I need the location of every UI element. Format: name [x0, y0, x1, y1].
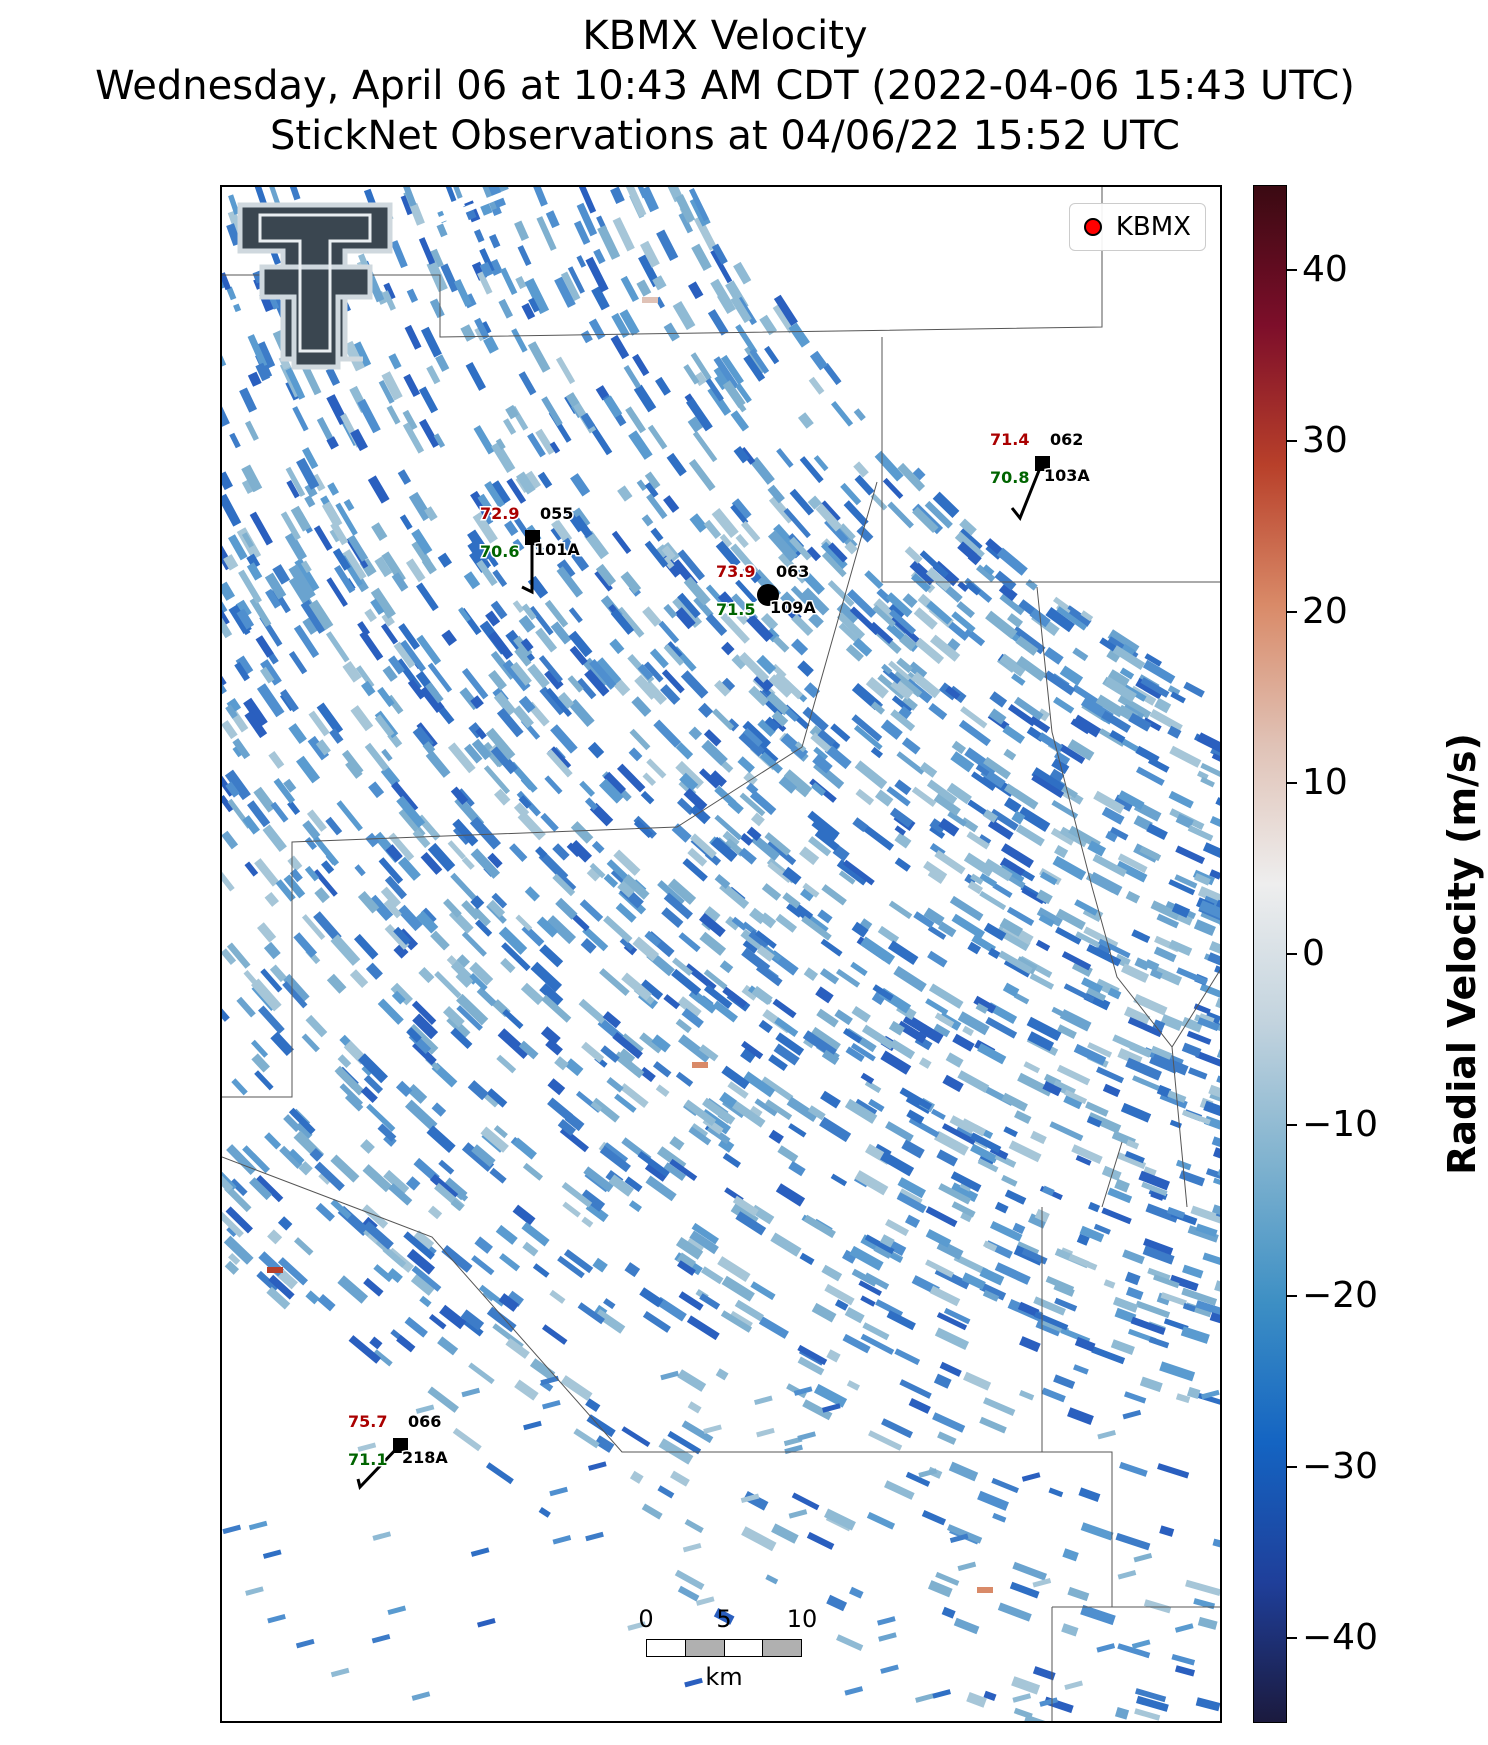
- station-marker-icon: [757, 584, 779, 606]
- title-line-2: Wednesday, April 06 at 10:43 AM CDT (202…: [95, 63, 1355, 109]
- map-legend: KBMX: [1068, 203, 1206, 251]
- scalebar-tick-5: 5: [716, 1605, 732, 1633]
- sticknet-stations: 72.9 055 70.6 101A 73.9 063 71.5 109A 71.4 062 70.…: [347, 429, 1092, 1491]
- station-number: 055: [540, 504, 573, 523]
- colorbar-tick-label: −20: [1302, 1274, 1378, 1316]
- colorbar-tick-label: −10: [1302, 1103, 1378, 1145]
- colorbar-tick-mark: [1287, 1123, 1297, 1126]
- station-marker-icon: [525, 530, 540, 545]
- colorbar-tick-mark: [1287, 953, 1297, 955]
- county-boundaries: [222, 187, 1220, 1721]
- station-number: 066: [408, 1412, 441, 1431]
- colorbar-tick-mark: [1287, 440, 1297, 443]
- scalebar-segments: [646, 1639, 802, 1657]
- colorbar-tick-mark: [1287, 1465, 1297, 1468]
- colorbar-tick-mark: [1287, 1294, 1297, 1297]
- scale-bar: 0 5 10 km: [638, 1605, 826, 1695]
- title-line-1: KBMX Velocity: [582, 13, 868, 59]
- radar-velocity-field: 72.9 055 70.6 101A 73.9 063 71.5 109A 71.4 062 70.…: [222, 187, 1220, 1721]
- station-temp: 71.4: [990, 430, 1029, 449]
- title-line-3: StickNet Observations at 04/06/22 15:52 …: [270, 113, 1180, 159]
- station-id: 101A: [534, 540, 580, 559]
- velocity-echoes: [222, 187, 1220, 1721]
- station-dewpoint: 71.1: [348, 1450, 387, 1469]
- colorbar-tick-mark: [1287, 269, 1297, 272]
- station-temp: 75.7: [348, 1412, 387, 1431]
- station-number: 062: [1050, 430, 1083, 449]
- wind-barb-icon: [521, 537, 534, 595]
- station-id: 218A: [402, 1448, 448, 1467]
- station-marker-icon: [393, 1438, 408, 1453]
- colorbar-tick-label: 40: [1302, 249, 1348, 291]
- radar-map[interactable]: 72.9 055 70.6 101A 73.9 063 71.5 109A 71.4 062 70.…: [220, 185, 1222, 1723]
- station-dewpoint: 71.5: [716, 600, 755, 619]
- station-marker-icon: [1035, 456, 1050, 471]
- station-number: 063: [776, 562, 809, 581]
- colorbar-tick-label: −30: [1302, 1445, 1378, 1487]
- scalebar-tick-10: 10: [786, 1605, 818, 1633]
- station-101A[interactable]: 72.9 055 70.6 101A: [479, 503, 582, 595]
- wind-barb-icon: [1010, 462, 1044, 521]
- wind-barb-icon: [356, 1443, 402, 1491]
- scalebar-tick-0: 0: [638, 1605, 654, 1633]
- texas-tech-logo: [237, 202, 393, 370]
- station-temp: 72.9: [480, 504, 519, 523]
- scalebar-unit: km: [705, 1663, 743, 1691]
- colorbar-tick-label: 0: [1302, 933, 1325, 974]
- colorbar-tick-label: 10: [1302, 762, 1348, 804]
- colorbar-tick-mark: [1287, 782, 1297, 785]
- colorbar-tick-label: −40: [1302, 1616, 1378, 1658]
- station-id: 109A: [770, 598, 816, 617]
- colorbar-tick-mark: [1287, 611, 1297, 614]
- colorbar-tick-mark: [1287, 1636, 1297, 1639]
- colorbar-title: Radial Velocity (m/s): [1440, 733, 1484, 1175]
- station-id: 103A: [1044, 466, 1090, 485]
- colorbar-tick-label: 30: [1302, 420, 1348, 462]
- colorbar: [1253, 185, 1287, 1723]
- legend-label: KBMX: [1115, 212, 1191, 242]
- station-dewpoint: 70.6: [480, 542, 519, 561]
- station-218A[interactable]: 75.7 066 71.1 218A: [347, 1411, 450, 1491]
- colorbar-tick-label: 20: [1302, 591, 1348, 633]
- station-103A[interactable]: 71.4 062 70.8 103A: [989, 429, 1092, 521]
- radar-marker-icon: [1083, 218, 1102, 236]
- station-temp: 73.9: [716, 562, 755, 581]
- station-109A[interactable]: 73.9 063 71.5 109A: [715, 561, 818, 621]
- station-dewpoint: 70.8: [990, 468, 1029, 487]
